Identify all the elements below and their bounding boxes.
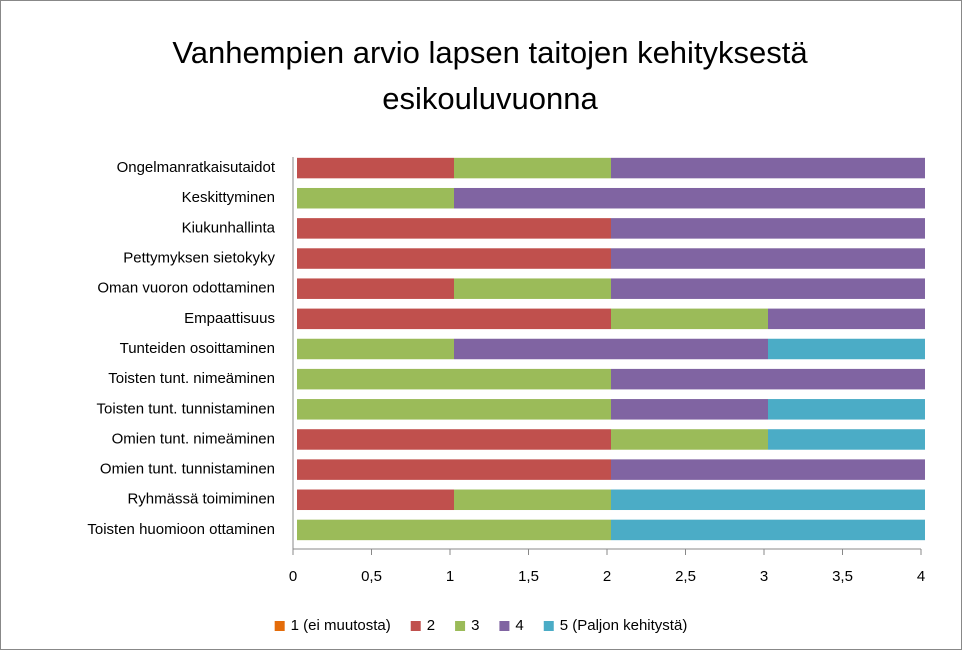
y-tick-label: Toisten huomioon ottaminen	[87, 521, 275, 538]
bar-segment	[611, 218, 925, 239]
y-tick-label: Tunteiden osoittaminen	[120, 340, 275, 357]
y-tick-label: Ryhmässä toimiminen	[127, 491, 275, 508]
y-tick-label: Keskittyminen	[182, 189, 275, 206]
chart-title: Vanhempien arvio lapsen taitojen kehityk…	[172, 35, 808, 116]
bar-segment	[768, 308, 925, 330]
x-tick-label: 0,5	[361, 568, 382, 585]
bar-segment	[454, 278, 611, 299]
x-tick-label: 1,5	[518, 568, 539, 585]
bar-segment	[611, 368, 925, 390]
legend-label: 4	[515, 617, 523, 634]
bar-segment	[611, 278, 925, 299]
x-tick-label: 4	[917, 568, 925, 585]
y-tick-label: Kiukunhallinta	[182, 219, 276, 236]
legend-swatch	[499, 621, 510, 631]
bar-segment	[297, 368, 611, 390]
bar-segment	[297, 218, 611, 239]
bar-segment	[611, 519, 925, 541]
x-tick-label: 1	[446, 568, 454, 585]
bar-segment	[611, 459, 925, 480]
legend-swatch	[410, 621, 421, 631]
bar-segment	[297, 187, 454, 209]
bar-segment	[297, 459, 611, 480]
x-tick-label: 3,5	[832, 568, 853, 585]
x-tick-label: 2,5	[675, 568, 696, 585]
bar-segment	[768, 399, 925, 420]
bar-segment	[297, 519, 611, 541]
legend-label: 3	[471, 617, 479, 634]
x-tick-label: 0	[289, 568, 297, 585]
bar-segment	[768, 338, 925, 360]
bar-segment	[297, 399, 611, 420]
legend-swatch	[543, 621, 554, 631]
bar-segment	[297, 489, 454, 511]
bar-segment	[297, 248, 611, 269]
y-tick-label: Empaattisuus	[184, 310, 275, 327]
y-tick-label: Ongelmanratkaisutaidot	[117, 159, 276, 176]
bar-segment	[611, 308, 768, 330]
bar-segment	[454, 157, 611, 179]
legend-label: 5 (Paljon kehitystä)	[560, 617, 688, 634]
y-tick-label: Omien tunt. nimeäminen	[112, 430, 275, 447]
bar-segment	[611, 429, 768, 450]
bar-segment	[297, 308, 611, 330]
bar-segment	[297, 278, 454, 299]
bar-segment	[297, 338, 454, 360]
legend-swatch	[274, 621, 285, 631]
y-tick-label: Oman vuoron odottaminen	[97, 280, 275, 297]
y-tick-label: Toisten tunt. nimeäminen	[108, 370, 275, 387]
y-tick-label: Toisten tunt. tunnistaminen	[97, 400, 275, 417]
bar-segment	[297, 157, 454, 179]
bar-segment	[611, 399, 768, 420]
x-tick-label: 3	[760, 568, 768, 585]
bar-segment	[611, 489, 925, 511]
legend-label: 2	[427, 617, 435, 634]
bar-segment	[611, 248, 925, 269]
bar-segment	[454, 187, 925, 209]
legend-swatch	[455, 621, 466, 631]
bar-segment	[768, 429, 925, 450]
x-tick-label: 2	[603, 568, 611, 585]
legend-label: 1 (ei muutosta)	[291, 617, 391, 634]
bar-segment	[611, 157, 925, 179]
y-tick-label: Omien tunt. tunnistaminen	[100, 461, 275, 478]
bar-segment	[454, 338, 768, 360]
bar-segment	[297, 429, 611, 450]
bar-segment	[454, 489, 611, 511]
y-tick-label: Pettymyksen sietokyky	[123, 250, 275, 267]
